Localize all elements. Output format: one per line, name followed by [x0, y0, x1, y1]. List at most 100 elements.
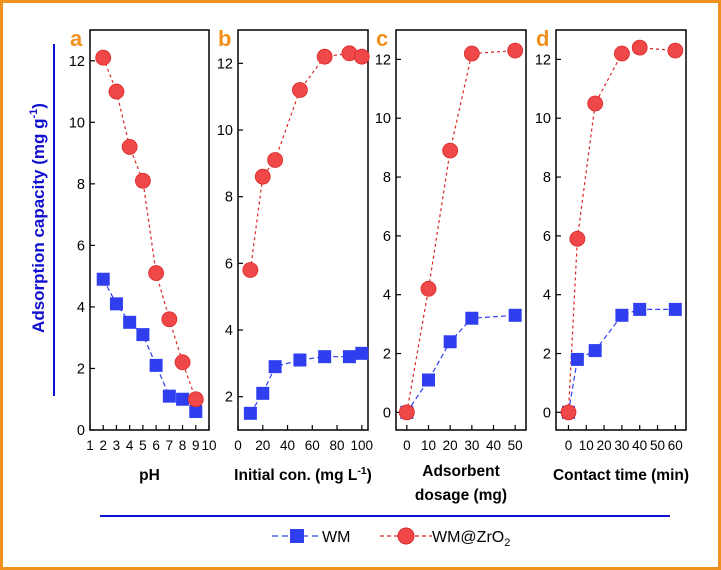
panel-b-xlabel: Initial con. (mg L-1): [234, 465, 372, 484]
panel-d-wm-line: [567, 308, 676, 413]
panel-b-xtick-label-2: 40: [280, 438, 295, 453]
panel-c-zr-point-4: [507, 42, 524, 59]
panel-b-ytick-label-5: 12: [217, 56, 233, 72]
panel-a-xtick-label-2: 3: [113, 438, 121, 453]
legend-wm-marker: [290, 529, 304, 543]
panel-d-wm-point-5: [668, 302, 682, 316]
panel-d-wm-point-1: [570, 352, 584, 366]
panel-a-xtick-label-4: 5: [139, 438, 147, 453]
panel-a-ytick-label-5: 10: [69, 115, 85, 131]
panel-a-ytick-label-4: 8: [77, 177, 85, 193]
panel-a-xlabel: pH: [139, 467, 160, 484]
panel-b-xtick-label-4: 80: [330, 438, 345, 453]
panel-a-wm-point-7: [189, 405, 203, 419]
panel-d-wm-point-2: [588, 344, 602, 358]
panel-d-ytick-label-5: 10: [535, 111, 551, 127]
panel-c-letter: c: [376, 26, 388, 51]
panel-a-ytick-label-6: 12: [69, 54, 85, 70]
panel-b-letter: b: [218, 26, 231, 51]
panel-a-xtick-label-5: 6: [152, 438, 160, 453]
panel-a-wm-point-4: [149, 358, 163, 372]
panel-d-zr-point-1: [569, 230, 586, 247]
panel-c-wm-point-2: [443, 335, 457, 349]
panel-b-zr-point-1: [254, 168, 271, 185]
panel-d-xtick-label-6: 60: [668, 438, 683, 453]
panel-c-zr-point-2: [442, 142, 459, 159]
panel-b-xtick-label-1: 20: [255, 438, 270, 453]
panel-a-letter: a: [70, 26, 83, 51]
panel-a-ytick-label-0: 0: [77, 423, 85, 439]
panel-d-zr-point-3: [613, 45, 630, 62]
panel-d-xtick-label-4: 40: [632, 438, 647, 453]
panel-b-zr-point-6: [353, 48, 370, 65]
panel-b-zr-point-3: [292, 82, 308, 98]
panel-c-zr-point-0: [398, 404, 415, 421]
panel-d-zr-point-0: [560, 404, 577, 421]
panel-c-ytick-label-4: 8: [383, 170, 391, 186]
panel-d-zr-point-5: [667, 42, 684, 59]
panel-a-ytick-label-1: 2: [77, 361, 85, 377]
panel-a-wm-point-5: [162, 389, 176, 403]
panel-b-wm-point-0: [243, 406, 257, 420]
panel-d-xtick-label-0: 0: [565, 438, 573, 453]
panel-b-wm-point-4: [318, 350, 332, 364]
panel-c-xtick-label-2: 20: [443, 438, 458, 453]
panel-b-ytick-label-4: 10: [217, 123, 233, 139]
panel-b-zr-point-0: [242, 262, 259, 278]
panel-b-wm-point-6: [355, 346, 369, 360]
panel-b-frame: [237, 29, 369, 431]
panel-d-frame: [555, 29, 687, 431]
panel-b-wm-point-3: [293, 353, 307, 367]
panel-b-wm-point-5: [342, 350, 356, 364]
panel-d-ytick-label-3: 6: [543, 229, 551, 245]
panel-a-xtick-label-1: 2: [99, 438, 107, 453]
panel-d-ytick-label-0: 0: [543, 405, 551, 421]
panel-b-ytick-label-2: 6: [225, 256, 233, 272]
panel-a-ytick-label-3: 6: [77, 238, 85, 254]
panel-d-zr-point-4: [631, 39, 648, 56]
panel-a-xtick-label-3: 4: [126, 438, 134, 453]
panel-c-xtick-label-3: 30: [464, 438, 479, 453]
panel-c: c 0 2 4 6 8 10 12 0 10 20 30 40 50 Adsorbent dosage (mg…: [375, 26, 527, 504]
panel-c-ytick-label-5: 10: [375, 111, 391, 127]
panel-a-zr-point-4: [148, 265, 165, 281]
panel-b-zr-point-4: [316, 48, 333, 65]
panel-a-zr-point-0: [95, 49, 112, 66]
panel-d-ytick-label-6: 12: [535, 52, 551, 68]
panel-b-wm-point-1: [256, 386, 270, 400]
panel-c-wm-point-1: [422, 373, 435, 387]
panel-b-zr-point-2: [267, 152, 284, 168]
panel-c-frame: [395, 29, 527, 431]
panel-d-ytick-label-4: 8: [543, 170, 551, 186]
panel-c-xtick-label-0: 0: [403, 438, 411, 453]
panel-c-zr-point-3: [463, 45, 480, 62]
panel-b: b 2 4 6 8 10 12 0 20 40 60 80 100 Initial con. (mg L-…: [217, 26, 373, 484]
panel-a-wm-point-3: [136, 328, 150, 342]
panel-a-xtick-label-9: 10: [201, 438, 216, 453]
panel-a-wm-point-1: [109, 297, 123, 311]
panel-d-xlabel: Contact time (min): [553, 467, 689, 484]
panel-d-xtick-label-1: 10: [579, 438, 594, 453]
panel-d-xtick-label-5: 50: [650, 438, 665, 453]
panel-a-zr-point-3: [134, 172, 151, 189]
panel-d-xtick-label-2: 20: [597, 438, 612, 453]
panel-c-xlabel: Adsorbent: [422, 463, 500, 480]
panel-a-zr-point-5: [161, 311, 178, 328]
panel-b-ytick-label-1: 4: [225, 323, 233, 339]
panel-a-xtick-label-7: 8: [179, 438, 187, 453]
panel-c-ytick-label-3: 6: [383, 229, 391, 245]
panel-b-ytick-label-3: 8: [225, 190, 233, 206]
panel-b-xtick-label-3: 60: [305, 438, 320, 453]
panel-a-zr-point-2: [121, 139, 138, 155]
panel-c-wm-point-4: [508, 308, 522, 322]
panel-d-zr-point-2: [587, 95, 604, 112]
panel-c-zr-point-1: [420, 280, 437, 297]
panel-d-ytick-label-2: 4: [543, 288, 551, 304]
panel-c-wm-point-3: [465, 311, 479, 325]
panel-a-zr-point-1: [108, 83, 125, 100]
panel-d-wm-point-3: [615, 308, 629, 322]
panel-a-zr-point-6: [174, 354, 191, 371]
